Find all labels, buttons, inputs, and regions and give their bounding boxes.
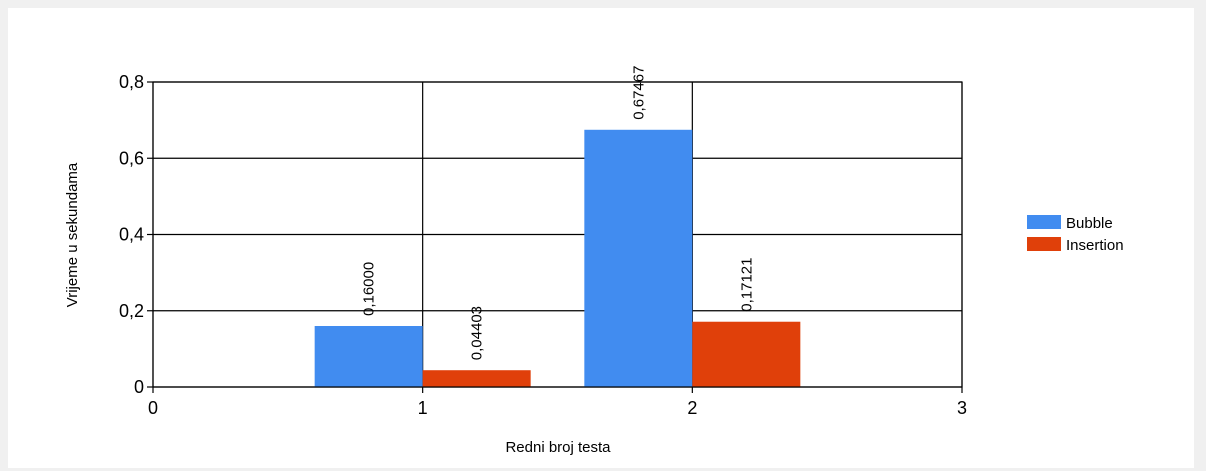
x-tick-label: 1 bbox=[418, 398, 428, 418]
y-tick-label: 0,4 bbox=[119, 225, 144, 245]
data-label: 0,04403 bbox=[469, 306, 486, 360]
legend: Bubble Insertion bbox=[1027, 215, 1124, 254]
data-label: 0,17121 bbox=[738, 257, 755, 311]
y-tick-label: 0,8 bbox=[119, 72, 144, 92]
y-tick-label: 0,2 bbox=[119, 301, 144, 321]
legend-label-bubble: Bubble bbox=[1066, 215, 1113, 232]
plot-frame bbox=[152, 81, 963, 388]
legend-label-insertion: Insertion bbox=[1066, 237, 1124, 254]
bar-bubble-1 bbox=[314, 326, 423, 387]
data-label: 0,67467 bbox=[630, 66, 647, 120]
axes bbox=[147, 81, 963, 393]
bars bbox=[314, 129, 801, 388]
x-tick-label: 3 bbox=[957, 398, 967, 418]
y-axis-title: Vrijeme u sekundama bbox=[64, 162, 81, 307]
legend-swatch-bubble bbox=[1027, 215, 1061, 229]
bar-insertion-2 bbox=[692, 321, 801, 387]
tick-labels: 0 0,2 0,4 0,6 0,8 0 1 2 3 bbox=[119, 72, 967, 418]
grid bbox=[152, 81, 963, 388]
x-tick-label: 2 bbox=[687, 398, 697, 418]
y-tick-label: 0,6 bbox=[119, 148, 144, 168]
data-label: 0,16000 bbox=[361, 262, 378, 316]
x-axis-title: Redni broj testa bbox=[505, 439, 611, 456]
y-tick-label: 0 bbox=[134, 377, 144, 397]
data-labels: 0,16000 0,67467 0,04403 0,17121 bbox=[361, 66, 756, 361]
bar-bubble-2 bbox=[584, 129, 693, 388]
legend-swatch-insertion bbox=[1027, 237, 1061, 251]
bar-insertion-1 bbox=[422, 370, 531, 387]
x-tick-label: 0 bbox=[148, 398, 158, 418]
